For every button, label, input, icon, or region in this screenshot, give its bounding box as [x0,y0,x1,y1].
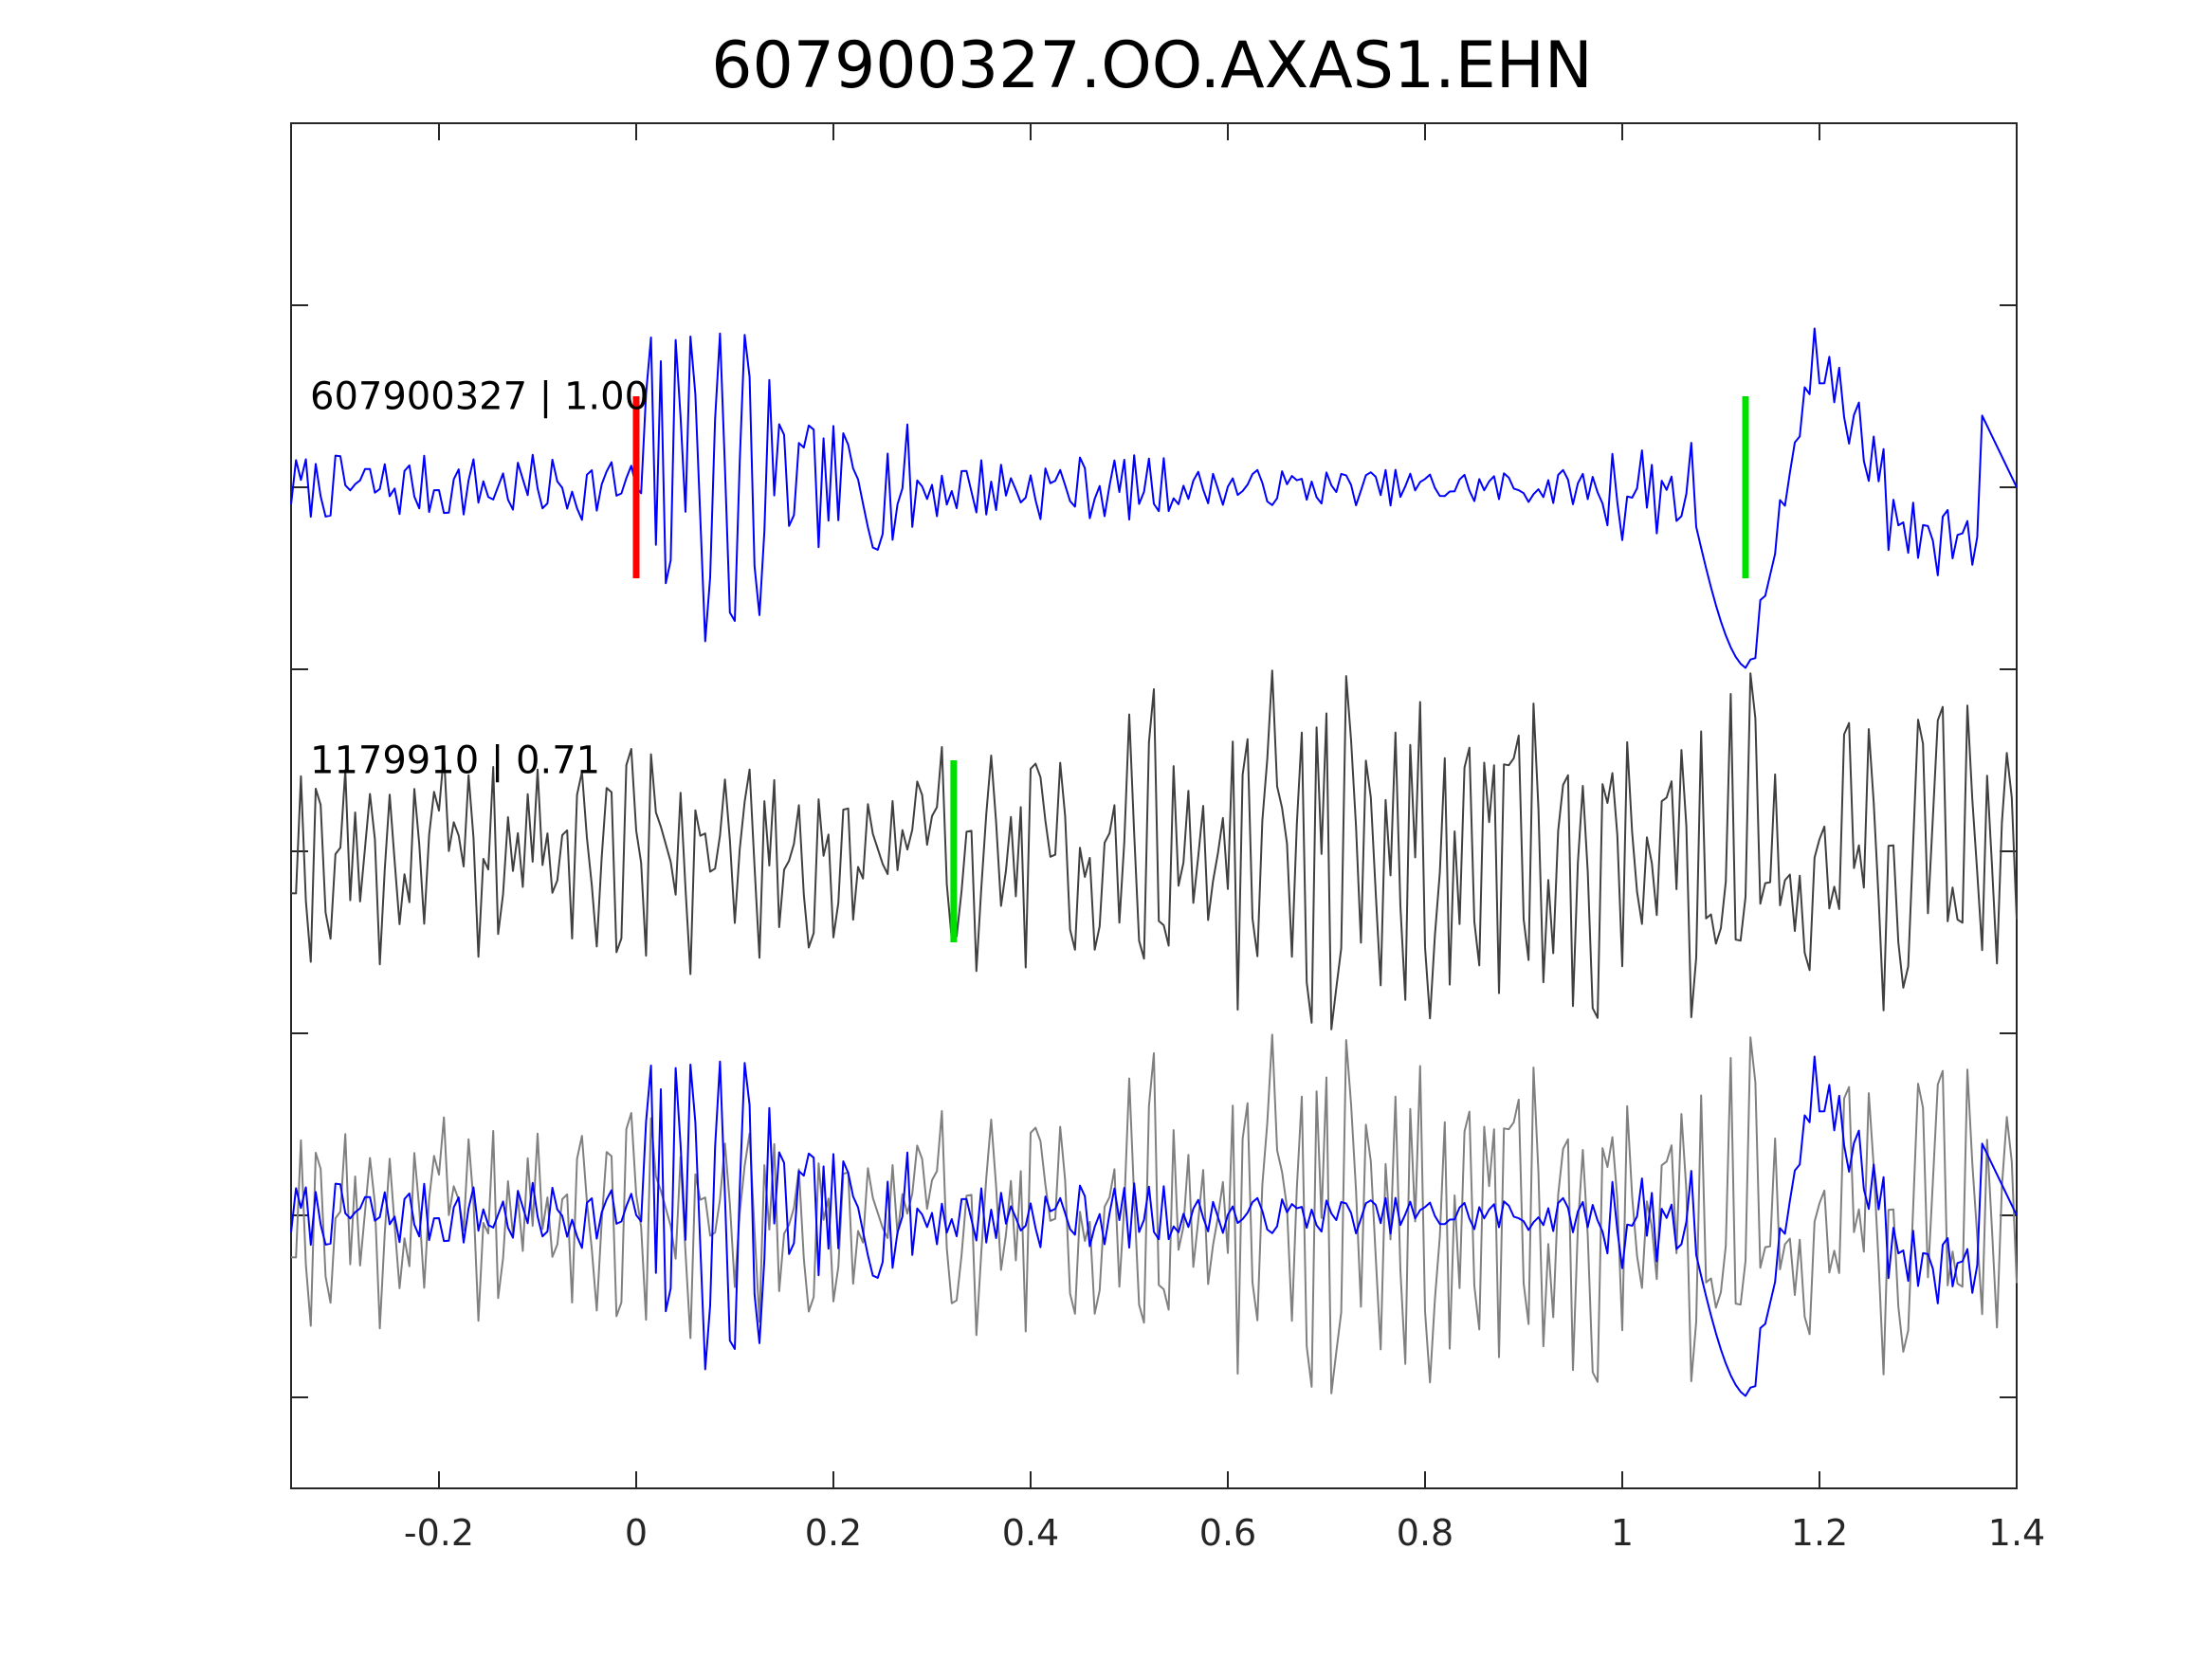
x-tick-label: 1 [1611,1512,1634,1554]
overlay-gray-line [290,1033,2018,1395]
x-tick-label: 0.6 [1199,1512,1256,1554]
overlay-blue-line [290,1055,2018,1397]
trace-label: 1179910 | 0.71 [310,738,600,782]
x-tick-label: 0 [625,1512,648,1554]
trace-1179910-line [290,669,2018,1030]
traces-group [290,327,2018,1397]
trace-labels: 607900327 | 1.00 1179910 | 0.71 [310,374,649,782]
x-tick-label: 0.8 [1397,1512,1453,1554]
x-tick-label: 1.4 [1988,1512,2045,1554]
trace-label: 607900327 | 1.00 [310,374,649,418]
plot-area [290,122,2018,1489]
axis-ticks: -0.2 0 0.2 0.4 0.6 0.8 1 1.2 1.4 [291,123,2045,1554]
chart-title: 607900327.OO.AXAS1.EHN [711,28,1593,103]
x-tick-label: 1.2 [1791,1512,1848,1554]
trace-607900327-line [290,327,2018,669]
x-tick-label: -0.2 [404,1512,474,1554]
x-tick-label: 0.2 [805,1512,862,1554]
x-tick-label: 0.4 [1002,1512,1059,1554]
